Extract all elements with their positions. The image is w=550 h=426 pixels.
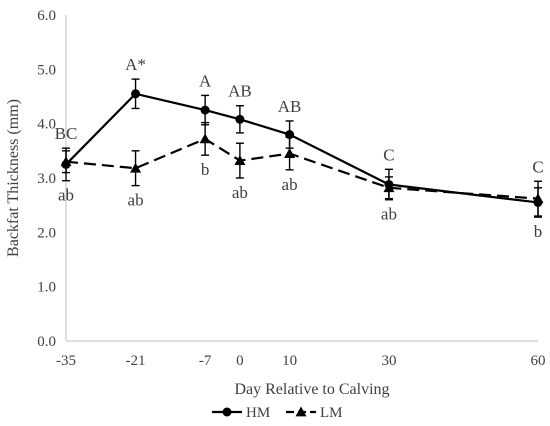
y-tick-label: 0.0 [37,334,56,350]
y-tick-label: 3.0 [37,171,56,187]
lm-significance-label: b [534,222,543,241]
data-point-lm [199,133,211,144]
lm-significance-label: ab [128,191,144,210]
series-layer [60,78,544,218]
legend-marker [222,407,232,417]
y-tick-label: 2.0 [37,225,56,241]
hm-significance-label: C [383,145,394,164]
legend-label: LM [320,405,343,421]
x-tick-label: -7 [199,353,212,369]
hm-significance-label: C [532,157,543,176]
hm-significance-label: A [199,71,212,90]
data-point-hm [200,105,210,115]
data-point-lm [60,156,72,167]
data-point-lm [234,155,246,166]
data-point-hm [131,89,141,99]
x-tick-labels: -35 -21 -7 0 10 30 60 [56,353,546,369]
hm-significance-label: BC [55,124,78,143]
x-tick-label: 0 [236,353,244,369]
x-axis-title: Day Relative to Calving [234,381,389,398]
y-tick-label: 4.0 [37,117,56,133]
y-tick-label: 1.0 [37,280,56,296]
series-lm [60,121,544,217]
x-tick-label: -35 [56,353,76,369]
lm-significance-label: ab [58,186,74,205]
lm-significance-label: ab [381,205,397,224]
x-tick-label: 30 [381,353,396,369]
lm-significance-label: b [201,160,210,179]
legend-item-lm: LM [286,405,343,421]
data-point-hm [235,114,245,124]
legend-marker [295,406,307,417]
x-tick-label: 60 [531,353,546,369]
x-tick-label: 10 [282,353,297,369]
data-point-lm [532,193,544,204]
lm-significance-label: ab [232,183,248,202]
hm-significance-label: AB [228,82,252,101]
y-tick-label: 6.0 [37,8,56,24]
hm-significance-label: AB [278,97,302,116]
legend-label: HM [246,405,270,421]
y-tick-label: 5.0 [37,62,56,78]
hm-significance-label: A* [125,55,146,74]
lm-significance-label: ab [282,175,298,194]
legend-item-hm: HM [212,405,270,421]
y-axis-title: Backfat Thickness (mm) [5,99,22,257]
y-tick-labels: 0.0 1.0 2.0 3.0 4.0 5.0 6.0 [37,8,56,350]
data-point-lm [130,162,142,173]
data-point-lm [383,182,395,193]
x-tick-label: -21 [126,353,146,369]
data-point-lm [284,148,296,158]
data-labels: BC ab A* ab Ab AB ab AB ab Cab Cb [55,55,544,241]
legend: HM LM [212,405,343,421]
